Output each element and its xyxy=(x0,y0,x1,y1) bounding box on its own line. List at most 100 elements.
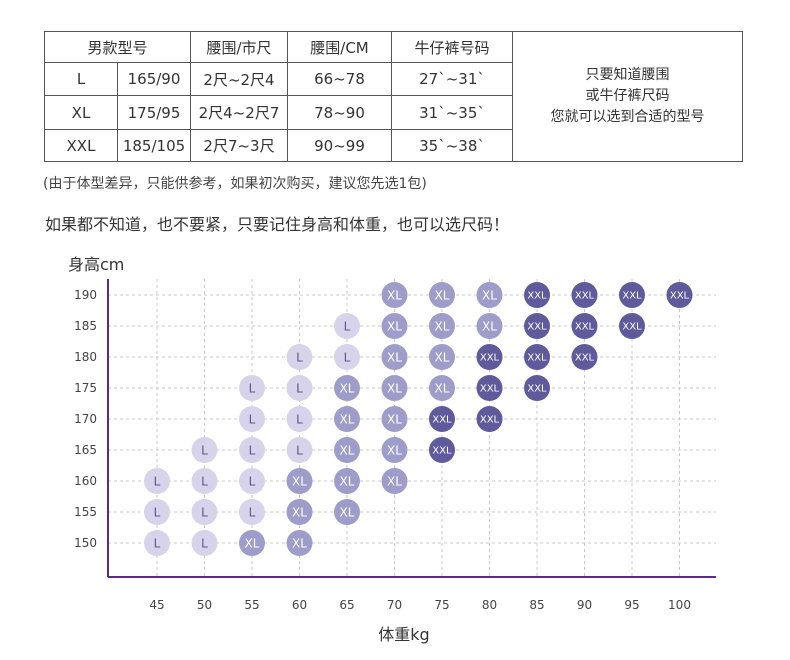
size-point-circle xyxy=(334,499,360,525)
size-point: L xyxy=(144,499,170,525)
size-point-label: XXL xyxy=(575,322,595,333)
cell-size: XXL xyxy=(44,129,118,162)
size-point: XL xyxy=(429,344,455,370)
size-point: XL xyxy=(286,468,313,494)
size-point-label: XXL xyxy=(622,322,642,333)
tick-labels: 45 50 55 60 65 70 75 80 85 90 95 100 150 155 160 165 170… xyxy=(74,288,691,612)
cell-waist-chi: 2尺7~3尺 xyxy=(190,129,289,162)
size-point: XL xyxy=(334,468,360,494)
header-model: 男款型号 xyxy=(43,31,192,63)
size-point: XXL xyxy=(429,437,455,463)
size-point-circle xyxy=(381,282,408,308)
size-point-label: XL xyxy=(435,350,450,364)
size-point-label: L xyxy=(201,536,208,550)
size-point-circle xyxy=(144,499,170,525)
size-point-circle xyxy=(429,375,455,401)
size-point: L xyxy=(144,530,170,556)
y-axis-label: 身高cm xyxy=(68,255,124,274)
size-point-label: XL xyxy=(292,474,307,488)
size-point-label: XXL xyxy=(527,322,547,333)
size-point-label: XXL xyxy=(480,353,500,364)
cell-size: XL xyxy=(44,95,118,130)
table-row: XXL 185/105 2尺7~3尺 90~99 35`~38` xyxy=(44,129,743,162)
size-point-label: L xyxy=(154,474,161,488)
size-point-circle xyxy=(381,468,408,494)
size-point-circle xyxy=(239,437,265,463)
cell-jeans: 27`~31` xyxy=(391,62,514,96)
size-point-circle xyxy=(381,375,408,401)
size-point-circle xyxy=(191,499,218,525)
size-point-circle xyxy=(239,499,265,525)
size-point: XXL xyxy=(476,406,503,432)
size-point-label: XL xyxy=(482,288,497,302)
size-point-circle xyxy=(476,406,503,432)
size-point-circle xyxy=(239,375,265,401)
x-tick-label: 45 xyxy=(149,598,164,612)
size-point: XL xyxy=(429,313,455,339)
size-point-circle xyxy=(524,282,550,308)
cell-height-chest: 185/105 xyxy=(116,129,192,162)
size-point: XXL xyxy=(476,375,503,401)
size-point-circle xyxy=(286,406,313,432)
size-point-circle xyxy=(381,437,408,463)
size-point: L xyxy=(334,344,360,370)
size-table-header-row: 男款型号 腰围/市尺 腰围/CM 牛仔裤号码 只要知道腰围 或牛仔裤尺码 您就可… xyxy=(43,31,744,162)
size-point-circle xyxy=(191,468,218,494)
size-point-circle xyxy=(381,406,408,432)
size-point-label: L xyxy=(296,350,303,364)
size-point: L xyxy=(239,437,265,463)
size-point-label: XL xyxy=(435,381,450,395)
size-point-label: XL xyxy=(387,474,402,488)
size-points: XL XL XL XXL XXL XXL XXL L XL XL XL XXL XXL XXL L L XL XL… xyxy=(144,282,693,556)
size-point-circle xyxy=(571,282,598,308)
size-point-circle xyxy=(191,437,218,463)
y-tick-label: 150 xyxy=(74,536,97,550)
size-point-circle xyxy=(239,406,265,432)
size-point-label: L xyxy=(249,381,256,395)
size-point-label: L xyxy=(296,381,303,395)
size-point: L xyxy=(286,437,313,463)
size-point-label: XL xyxy=(340,443,355,457)
size-point-label: XL xyxy=(340,474,355,488)
size-point-label: XXL xyxy=(575,353,595,364)
size-point: L xyxy=(239,406,265,432)
size-point-circle xyxy=(239,530,265,556)
size-point: XXL xyxy=(619,282,645,308)
size-point: XXL xyxy=(429,406,455,432)
x-tick-label: 75 xyxy=(434,598,449,612)
size-point-circle xyxy=(619,313,645,339)
size-point-label: XXL xyxy=(432,446,452,457)
size-point-label: XXL xyxy=(622,291,642,302)
size-point-circle xyxy=(666,282,693,308)
size-point: XL xyxy=(334,499,360,525)
size-point-circle xyxy=(381,344,408,370)
size-point: XL xyxy=(334,375,360,401)
size-point: XL xyxy=(381,282,408,308)
x-tick-label: 100 xyxy=(668,598,691,612)
size-point-circle xyxy=(286,437,313,463)
size-point: XL xyxy=(334,406,360,432)
size-point: XL xyxy=(476,282,503,308)
size-point-circle xyxy=(571,344,598,370)
size-point-label: XL xyxy=(387,443,402,457)
size-point: XL xyxy=(286,530,313,556)
size-point: L xyxy=(191,468,218,494)
cell-waist-cm: 90~99 xyxy=(287,129,393,162)
size-point-label: XL xyxy=(340,381,355,395)
size-point-label: XXL xyxy=(527,353,547,364)
size-point: L xyxy=(191,437,218,463)
cell-jeans: 35`~38` xyxy=(391,129,514,162)
size-point: L xyxy=(334,313,360,339)
x-tick-label: 65 xyxy=(339,598,354,612)
size-point-label: XL xyxy=(387,350,402,364)
size-point: XL xyxy=(381,344,408,370)
size-point-label: XL xyxy=(435,319,450,333)
size-point-circle xyxy=(571,313,598,339)
size-point: XXL xyxy=(571,282,598,308)
size-point: L xyxy=(286,344,313,370)
size-point-circle xyxy=(476,344,503,370)
size-point: L xyxy=(239,375,265,401)
size-point-label: XL xyxy=(387,319,402,333)
size-point-circle xyxy=(191,530,218,556)
